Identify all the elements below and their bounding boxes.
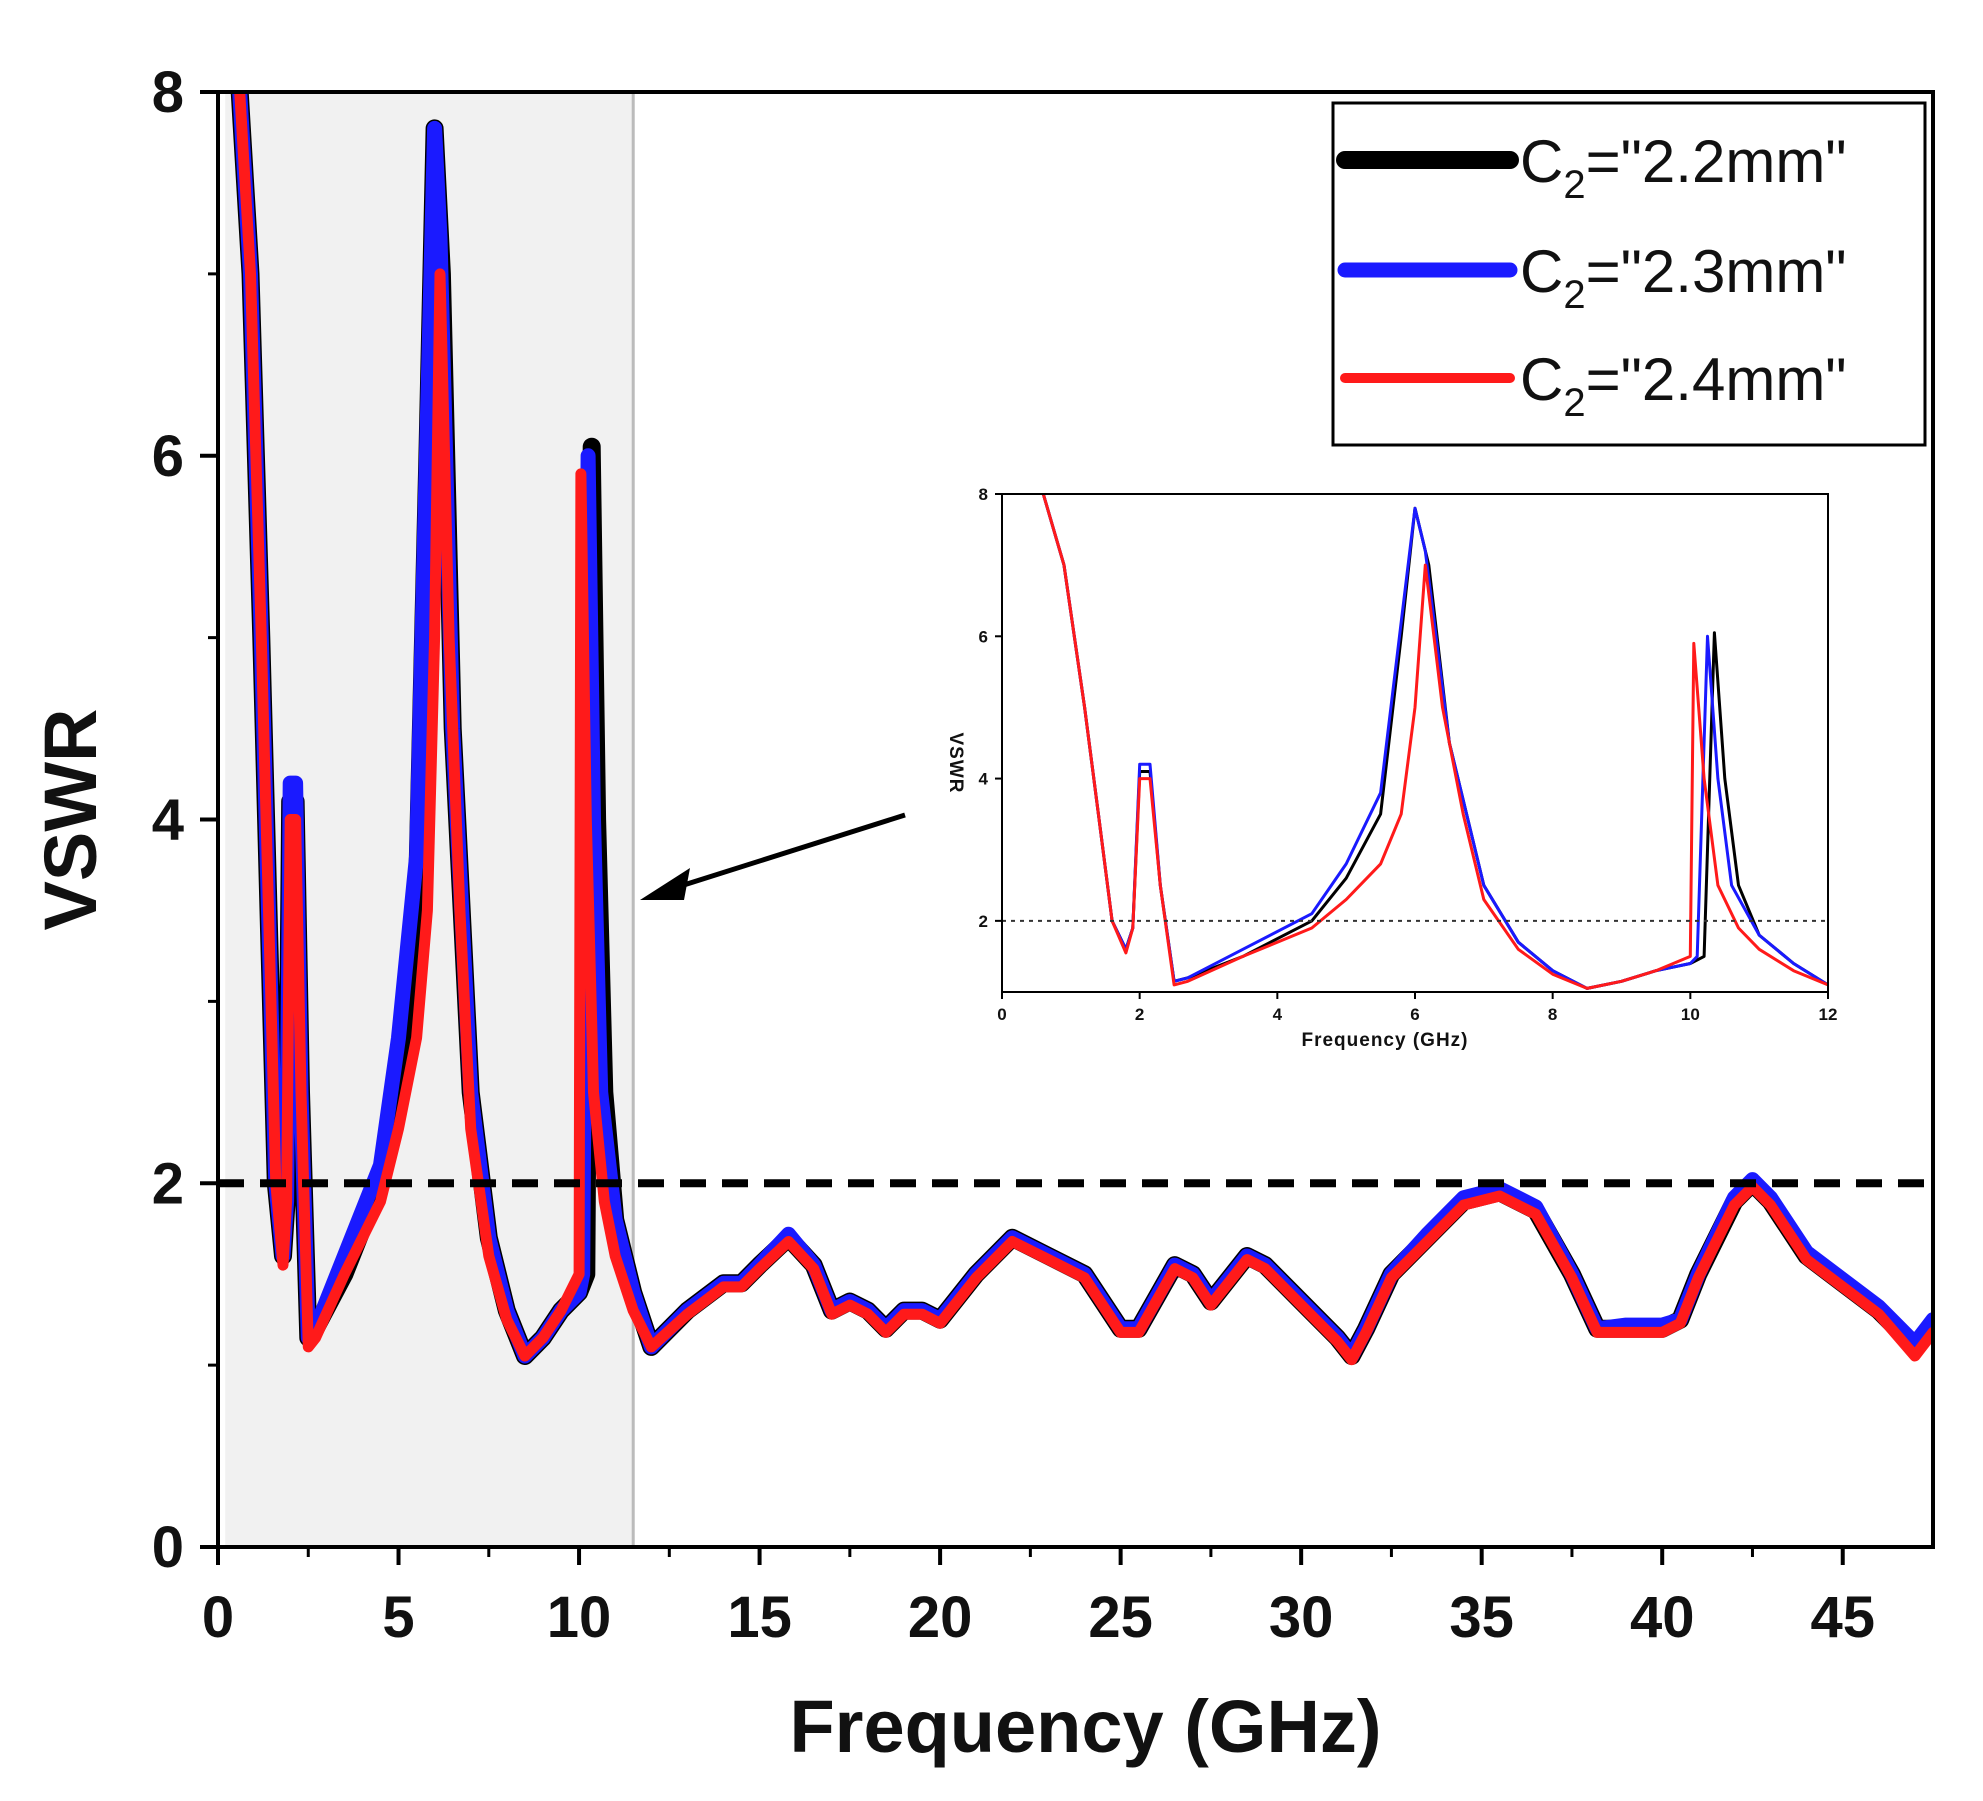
inset-chart: 0 2 4 6 8 10 12 2 4 6 8 Frequency (GHz) VSWR	[945, 485, 1837, 1051]
annotation-arrow	[640, 812, 906, 900]
legend-label-1: C2="2.2mm"	[1520, 128, 1847, 207]
y-tick-label: 4	[152, 788, 184, 853]
inset-axis-ticks-group: 0 2 4 6 8 10 12 2 4 6 8	[979, 485, 1838, 1024]
inset-y-tick-label: 8	[979, 485, 988, 504]
x-axis-label: Frequency (GHz)	[789, 1685, 1381, 1768]
y-tick-label: 8	[152, 60, 184, 125]
x-tick-label: 20	[908, 1585, 973, 1650]
inset-x-tick-label: 4	[1273, 1005, 1283, 1024]
x-tick-label: 40	[1630, 1585, 1695, 1650]
inset-x-tick-label: 2	[1135, 1005, 1144, 1024]
inset-series-line-3	[1041, 494, 1828, 990]
y-tick-label: 0	[152, 1515, 184, 1580]
y-tick-label: 6	[152, 424, 184, 489]
annotation-arrow-shaft	[667, 812, 906, 893]
x-tick-label: 25	[1088, 1585, 1153, 1650]
x-tick-label: 45	[1810, 1585, 1875, 1650]
x-tick-label: 0	[202, 1585, 234, 1650]
inset-y-tick-label: 6	[979, 627, 988, 646]
inset-x-axis-label: Frequency (GHz)	[1301, 1030, 1468, 1051]
inset-x-tick-label: 10	[1681, 1005, 1700, 1024]
inset-y-tick-label: 4	[979, 770, 989, 789]
y-axis-label: VSWR	[29, 709, 112, 931]
inset-x-tick-label: 6	[1410, 1005, 1419, 1024]
legend-label-2: C2="2.3mm"	[1520, 238, 1847, 317]
x-tick-label: 35	[1449, 1585, 1514, 1650]
inset-y-axis-label: VSWR	[945, 733, 966, 794]
x-tick-label: 5	[382, 1585, 414, 1650]
inset-x-tick-label: 8	[1548, 1005, 1557, 1024]
y-tick-label: 2	[152, 1151, 184, 1216]
main-series-line-3	[234, 92, 1933, 1366]
inset-x-tick-label: 0	[997, 1005, 1006, 1024]
annotation-arrow-head	[640, 868, 690, 900]
inset-y-tick-label: 2	[979, 912, 988, 931]
legend: C2="2.2mm" C2="2.3mm" C2="2.4mm"	[1331, 101, 1927, 447]
main-series-group	[230, 92, 1933, 1366]
x-tick-label: 30	[1269, 1585, 1334, 1650]
inset-series-group	[1041, 494, 1828, 990]
x-tick-label: 10	[547, 1585, 612, 1650]
x-tick-label: 15	[727, 1585, 792, 1650]
inset-x-tick-label: 12	[1819, 1005, 1838, 1024]
legend-label-3: C2="2.4mm"	[1520, 346, 1847, 425]
